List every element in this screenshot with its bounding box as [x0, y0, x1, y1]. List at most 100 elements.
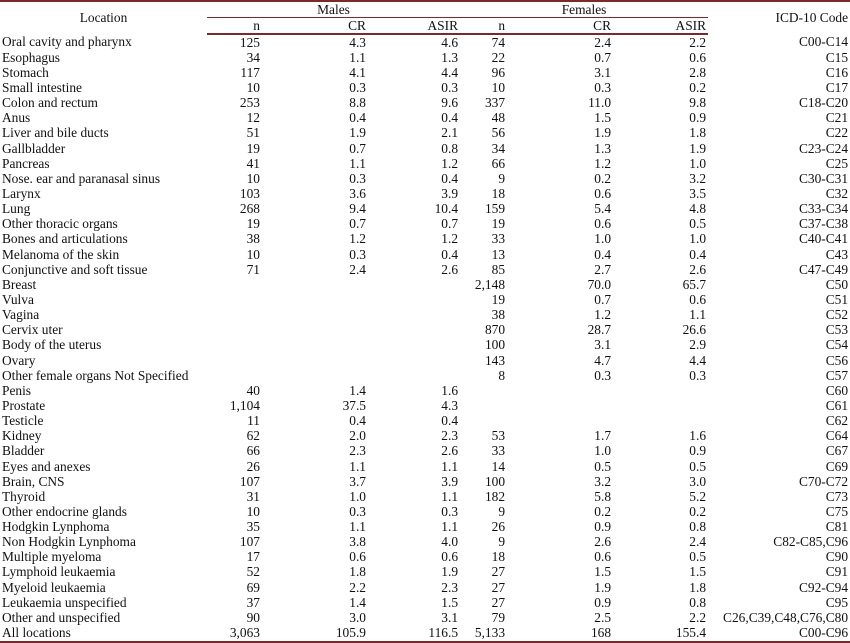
males-asir-cell: 0.6: [441, 549, 459, 565]
table-row: Other thoracic organs 19 0.7 0.7 19 0.6 0.5 C37…: [0, 217, 850, 232]
males-asir-header: ASIR: [368, 17, 461, 35]
males-asir-cell: 10.4: [434, 201, 459, 217]
females-n-cell: [460, 414, 507, 429]
location-cell: Cervix uter: [2, 322, 63, 338]
table-row: Conjunctive and soft tissue 71 2.4 2.6 85 2.7…: [0, 262, 850, 277]
females-asir-cell: 0.9: [689, 443, 707, 459]
females-cr-cell: [507, 398, 613, 413]
males-cr-cell: 1.1: [349, 458, 366, 474]
location-cell: Small intestine: [2, 79, 82, 95]
females-asir-cell: 1.5: [689, 564, 707, 580]
icd-code-cell: C69: [825, 458, 849, 474]
males-n-cell: 17: [246, 549, 260, 565]
location-cell: Myeloid leukaemia: [2, 579, 106, 595]
icd-code-cell: C22: [825, 125, 849, 141]
icd-code-cell: C25: [825, 155, 849, 171]
females-asir-cell: 2.4: [689, 534, 707, 550]
males-n-cell: 37: [246, 594, 260, 610]
males-cr-cell: 0.7: [349, 140, 366, 156]
females-asir-cell: 0.3: [689, 367, 707, 383]
males-asir-cell: 0.7: [441, 216, 459, 232]
females-n-cell: 14: [491, 458, 506, 474]
location-cell: Melanoma of the skin: [2, 246, 120, 262]
females-asir-cell: 1.9: [689, 140, 707, 156]
females-asir-cell: 3.2: [689, 170, 707, 186]
males-header: Males: [207, 1, 461, 18]
table-row: Other and unspecified 90 3.0 3.1 79 2.5 2.2 C26…: [0, 610, 850, 625]
table-row: Larynx 103 3.6 3.9 18 0.6 3.5 C32: [0, 186, 850, 201]
females-n-cell: 27: [491, 564, 506, 580]
icd-code-cell: C57: [825, 367, 849, 383]
males-asir-cell: 116.5: [428, 625, 459, 641]
females-cr-cell: 2.7: [594, 261, 612, 277]
females-cr-header: CR: [507, 17, 614, 35]
icd-code-cell: C92-C94: [798, 579, 849, 595]
males-n-cell: [207, 368, 262, 383]
icd-code-cell: C30-C31: [798, 170, 849, 186]
females-cr-cell: 28.7: [587, 322, 612, 338]
table-row: Other endocrine glands 10 0.3 0.3 9 0.2 0.2 C75: [0, 504, 850, 519]
table-row: Stomach 117 4.1 4.4 96 3.1 2.8 C16: [0, 65, 850, 80]
males-n-cell: 268: [239, 201, 260, 217]
location-cell: Other and unspecified: [2, 609, 121, 625]
females-cr-cell: 1.2: [594, 155, 612, 171]
table-row: Oral cavity and pharynx 125 4.3 4.6 74 2.4 2.2…: [0, 34, 850, 50]
table-row: Multiple myeloma 17 0.6 0.6 18 0.6 0.5 C90: [0, 550, 850, 565]
males-asir-cell: 4.3: [441, 397, 459, 413]
table-row: Small intestine 10 0.3 0.3 10 0.3 0.2 C17: [0, 80, 850, 95]
location-cell: Penis: [2, 382, 32, 398]
females-cr-cell: 0.3: [594, 367, 612, 383]
females-n-cell: 74: [491, 34, 506, 50]
location-cell: Stomach: [2, 64, 49, 80]
females-n-cell: 26: [491, 519, 506, 535]
males-n-cell: 38: [246, 231, 260, 247]
females-asir-cell: 4.8: [689, 201, 707, 217]
table-row: Non Hodgkin Lynphoma 107 3.8 4.0 9 2.6 2.4 C82-…: [0, 535, 850, 550]
males-cr-cell: 4.1: [349, 64, 366, 80]
males-cr-cell: 1.2: [349, 231, 366, 247]
table-row: Vagina 38 1.2 1.1 C52: [0, 308, 850, 323]
location-cell: Multiple myeloma: [2, 549, 102, 565]
females-n-cell: 96: [491, 64, 506, 80]
males-cr-cell: 3.8: [349, 534, 366, 550]
males-cr-cell: 105.9: [335, 625, 366, 641]
icd-header: ICD-10 Code: [775, 10, 849, 25]
females-cr-cell: 1.5: [594, 564, 612, 580]
females-asir-cell: 4.4: [689, 352, 707, 368]
location-cell: Ovary: [2, 352, 36, 368]
icd-code-cell: C40-C41: [798, 231, 849, 247]
females-cr-cell: [507, 414, 613, 429]
females-asir-cell: 0.5: [689, 458, 707, 474]
icd-code-cell: C37-C38: [798, 216, 849, 232]
location-cell: Conjunctive and soft tissue: [2, 261, 148, 277]
males-cr-cell: [262, 338, 368, 353]
females-cr-cell: 0.2: [594, 503, 612, 519]
females-asir-header: ASIR: [613, 17, 709, 35]
icd-code-cell: C52: [825, 307, 849, 323]
females-asir-cell: 0.9: [689, 110, 707, 126]
females-n-cell: 79: [491, 609, 506, 625]
females-cr-cell: 3.1: [594, 64, 612, 80]
location-cell: Oral cavity and pharynx: [2, 34, 132, 50]
females-cr-cell: 0.9: [594, 519, 612, 535]
icd-code-cell: C21: [825, 110, 849, 126]
location-cell: Other thoracic organs: [2, 216, 118, 232]
females-cr-cell: 1.2: [594, 307, 612, 323]
males-asir-cell: [368, 353, 460, 368]
males-cr-cell: 1.4: [349, 594, 366, 610]
location-cell: Prostate: [2, 397, 46, 413]
females-cr-cell: 0.7: [594, 291, 612, 307]
icd-code-cell: C43: [825, 246, 849, 262]
males-cr-cell: 8.8: [349, 95, 366, 111]
table-row: Bones and articulations 38 1.2 1.2 33 1.0 1.0 C…: [0, 232, 850, 247]
males-cr-cell: 1.1: [349, 49, 366, 65]
males-cr-cell: 1.0: [349, 488, 366, 504]
males-n-cell: 10: [246, 246, 260, 262]
males-cr-cell: 0.4: [349, 110, 366, 126]
table-row: Testicle 11 0.4 0.4 C62: [0, 414, 850, 429]
males-cr-cell: [262, 277, 368, 292]
males-asir-cell: [368, 368, 460, 383]
icd-code-cell: C60: [825, 382, 849, 398]
females-n-cell: 66: [491, 155, 506, 171]
location-cell: Hodgkin Lynphoma: [2, 519, 110, 535]
